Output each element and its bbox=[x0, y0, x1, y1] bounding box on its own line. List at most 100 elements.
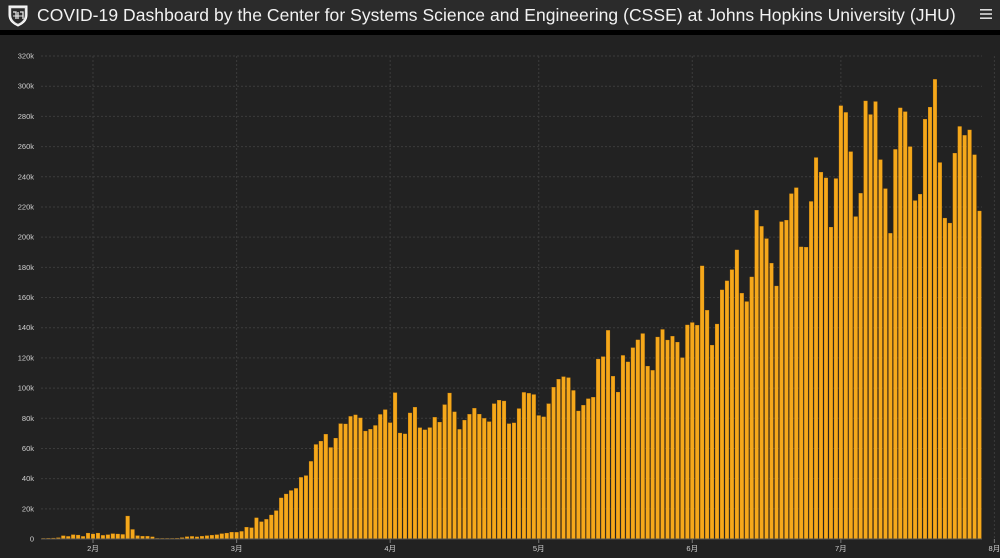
data-bar[interactable] bbox=[749, 276, 754, 540]
data-bar[interactable] bbox=[616, 391, 620, 540]
data-bar[interactable] bbox=[338, 423, 343, 540]
data-bar[interactable] bbox=[764, 238, 769, 540]
data-bar[interactable] bbox=[858, 193, 863, 540]
data-bar[interactable] bbox=[507, 423, 512, 540]
data-bar[interactable] bbox=[264, 519, 269, 540]
data-bar[interactable] bbox=[705, 310, 710, 540]
data-bar[interactable] bbox=[625, 361, 630, 540]
data-bar[interactable] bbox=[353, 414, 358, 540]
data-bar[interactable] bbox=[759, 226, 764, 540]
data-bar[interactable] bbox=[655, 336, 660, 540]
data-bar[interactable] bbox=[710, 345, 715, 540]
data-bar[interactable] bbox=[328, 447, 333, 540]
data-bar[interactable] bbox=[814, 157, 819, 540]
data-bar[interactable] bbox=[853, 216, 858, 540]
data-bar[interactable] bbox=[323, 434, 328, 540]
data-bar[interactable] bbox=[378, 414, 383, 540]
data-bar[interactable] bbox=[967, 129, 972, 540]
data-bar[interactable] bbox=[348, 416, 353, 540]
data-bar[interactable] bbox=[561, 376, 566, 540]
data-bar[interactable] bbox=[407, 412, 412, 540]
data-bar[interactable] bbox=[734, 249, 739, 540]
data-bar[interactable] bbox=[952, 153, 957, 540]
data-bar[interactable] bbox=[942, 217, 947, 540]
data-bar[interactable] bbox=[640, 333, 645, 540]
data-bar[interactable] bbox=[739, 293, 744, 540]
data-bar[interactable] bbox=[576, 410, 581, 540]
data-bar[interactable] bbox=[824, 177, 828, 540]
data-bar[interactable] bbox=[571, 390, 576, 540]
data-bar[interactable] bbox=[774, 285, 779, 540]
data-bar[interactable] bbox=[744, 301, 749, 540]
daily-cases-bar-chart[interactable]: 0 20k 40k 60k 80k 100k 120k 140k 160k 180k 200k 220… bbox=[0, 35, 1000, 558]
data-bar[interactable] bbox=[893, 149, 898, 540]
data-bar[interactable] bbox=[259, 521, 264, 540]
data-bar[interactable] bbox=[724, 280, 729, 540]
data-bar[interactable] bbox=[229, 532, 234, 540]
data-bar[interactable] bbox=[962, 135, 967, 540]
data-bar[interactable] bbox=[611, 376, 616, 540]
data-bar[interactable] bbox=[789, 193, 794, 540]
data-bar[interactable] bbox=[670, 336, 675, 540]
data-bar[interactable] bbox=[660, 329, 665, 540]
data-bar[interactable] bbox=[521, 392, 526, 540]
data-bar[interactable] bbox=[125, 515, 130, 540]
data-bar[interactable] bbox=[472, 408, 477, 540]
data-bar[interactable] bbox=[729, 269, 734, 540]
data-bar[interactable] bbox=[526, 393, 531, 540]
data-bar[interactable] bbox=[819, 172, 824, 540]
data-bar[interactable] bbox=[843, 112, 848, 540]
data-bar[interactable] bbox=[432, 417, 437, 540]
data-bar[interactable] bbox=[784, 220, 789, 540]
data-bar[interactable] bbox=[284, 493, 289, 540]
data-bar[interactable] bbox=[928, 107, 932, 540]
data-bar[interactable] bbox=[279, 497, 284, 540]
data-bar[interactable] bbox=[566, 377, 571, 540]
data-bar[interactable] bbox=[442, 404, 447, 540]
data-bar[interactable] bbox=[972, 154, 977, 540]
data-bar[interactable] bbox=[105, 534, 110, 540]
data-bar[interactable] bbox=[412, 407, 417, 540]
data-bar[interactable] bbox=[556, 379, 561, 540]
data-bar[interactable] bbox=[110, 533, 115, 540]
data-bar[interactable] bbox=[695, 325, 700, 540]
data-bar[interactable] bbox=[120, 534, 125, 540]
data-bar[interactable] bbox=[368, 429, 373, 540]
data-bar[interactable] bbox=[635, 339, 640, 540]
data-bar[interactable] bbox=[541, 416, 546, 540]
data-bar[interactable] bbox=[214, 534, 219, 540]
data-bar[interactable] bbox=[888, 233, 893, 540]
data-bar[interactable] bbox=[130, 529, 135, 540]
data-bar[interactable] bbox=[937, 162, 942, 540]
data-bar[interactable] bbox=[289, 490, 294, 540]
data-bar[interactable] bbox=[581, 405, 586, 540]
data-bar[interactable] bbox=[650, 370, 655, 540]
data-bar[interactable] bbox=[467, 414, 472, 540]
data-bar[interactable] bbox=[358, 417, 363, 540]
data-bar[interactable] bbox=[769, 263, 774, 540]
data-bar[interactable] bbox=[551, 387, 556, 540]
data-bar[interactable] bbox=[868, 114, 873, 540]
data-bar[interactable] bbox=[343, 423, 348, 540]
data-bar[interactable] bbox=[779, 221, 784, 540]
data-bar[interactable] bbox=[665, 339, 670, 540]
data-bar[interactable] bbox=[848, 151, 853, 540]
data-bar[interactable] bbox=[511, 422, 516, 540]
data-bar[interactable] bbox=[318, 441, 323, 540]
data-bar[interactable] bbox=[680, 357, 685, 540]
data-bar[interactable] bbox=[388, 422, 393, 540]
data-bar[interactable] bbox=[209, 535, 214, 540]
data-bar[interactable] bbox=[398, 432, 403, 540]
data-bar[interactable] bbox=[531, 394, 536, 540]
data-bar[interactable] bbox=[645, 366, 650, 540]
data-bar[interactable] bbox=[913, 200, 918, 540]
data-bar[interactable] bbox=[809, 201, 814, 540]
data-bar[interactable] bbox=[95, 532, 100, 540]
data-bar[interactable] bbox=[828, 227, 833, 540]
data-bar[interactable] bbox=[373, 425, 378, 540]
data-bar[interactable] bbox=[898, 107, 903, 540]
data-bar[interactable] bbox=[224, 532, 229, 540]
data-bar[interactable] bbox=[422, 429, 427, 540]
data-bar[interactable] bbox=[452, 411, 457, 540]
data-bar[interactable] bbox=[393, 392, 398, 540]
